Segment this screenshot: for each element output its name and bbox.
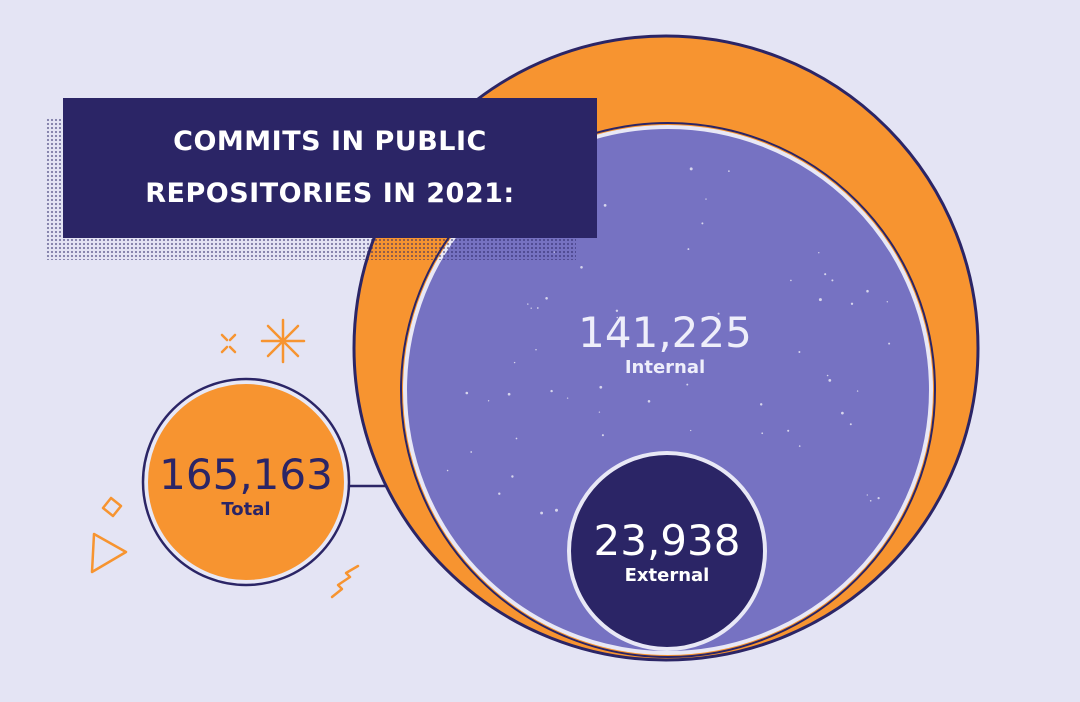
- speckle-dot: [831, 279, 834, 282]
- speckle-dot: [841, 411, 844, 415]
- speckle-dot: [728, 170, 730, 172]
- speckle-dot: [705, 198, 707, 200]
- speckle-dot: [598, 411, 601, 413]
- speckle-dot: [535, 349, 537, 351]
- internal-label: Internal: [624, 357, 706, 378]
- total-bubble-outline: [141, 377, 351, 587]
- asterisk-icon: [260, 318, 306, 364]
- speckle-dot: [527, 303, 529, 305]
- speckle-dot: [818, 298, 822, 302]
- speckle-dot: [540, 511, 544, 515]
- speckle-dot: [849, 423, 852, 426]
- speckle-dot: [580, 266, 583, 269]
- speckle-dot: [487, 400, 490, 402]
- speckle-dot: [465, 391, 469, 395]
- speckle-dot: [856, 390, 859, 392]
- total-value: 165,163: [159, 450, 333, 499]
- speckle-dot: [701, 222, 704, 225]
- speckle-dot: [550, 389, 553, 393]
- title-line-2: REPOSITORIES IN 2021:: [145, 178, 515, 209]
- internal-value: 141,225: [578, 308, 752, 357]
- speckle-dot: [513, 361, 516, 364]
- speckle-dot: [498, 492, 501, 495]
- speckle-dot: [470, 451, 473, 453]
- speckle-dot: [886, 301, 889, 303]
- speckle-dot: [603, 204, 607, 207]
- speckle-dot: [798, 351, 801, 353]
- speckle-texture: [446, 167, 891, 515]
- small-cross-icon: [220, 333, 237, 354]
- speckle-dot: [818, 252, 820, 254]
- speckle-dot: [717, 312, 720, 315]
- title-line-1: COMMITS IN PUBLIC: [173, 126, 487, 157]
- zigzag-icon: [330, 564, 360, 599]
- external-label-group: 23,938 External: [567, 518, 767, 588]
- triangle-icon: [90, 532, 128, 574]
- speckle-dot: [761, 432, 764, 435]
- speckle-dot: [787, 429, 790, 432]
- speckle-dot: [647, 400, 651, 403]
- speckle-dot: [599, 385, 603, 389]
- speckle-dot: [446, 469, 449, 472]
- diamond-icon: [101, 496, 123, 518]
- internal-label-group: 141,225 Internal: [515, 310, 815, 380]
- speckle-dot: [690, 429, 692, 432]
- total-label: Total: [221, 499, 271, 520]
- speckle-dot: [759, 403, 763, 406]
- total-label-group: 165,163 Total: [146, 452, 346, 522]
- internal-circle-outline: [400, 122, 936, 658]
- speckle-dot: [798, 445, 801, 447]
- speckle-dot: [869, 499, 872, 502]
- speckle-dot: [545, 297, 548, 300]
- speckle-dot: [877, 497, 880, 500]
- speckle-dot: [511, 475, 514, 478]
- total-bubble: [144, 380, 348, 584]
- speckle-dot: [828, 379, 832, 382]
- speckle-dot: [615, 309, 619, 313]
- speckle-dot: [850, 302, 854, 305]
- speckle-dot: [601, 434, 604, 437]
- external-circle: [567, 451, 767, 651]
- speckle-dot: [507, 392, 511, 396]
- speckle-dot: [515, 437, 518, 440]
- external-label: External: [624, 565, 710, 586]
- speckle-dot: [866, 289, 869, 293]
- speckle-dot: [616, 316, 619, 319]
- speckle-dot: [555, 508, 558, 512]
- speckle-dot: [536, 307, 539, 309]
- speckle-dot: [530, 307, 532, 309]
- chart-title: COMMITS IN PUBLIC REPOSITORIES IN 2021:: [63, 98, 597, 238]
- speckle-dot: [686, 383, 689, 386]
- speckle-dot: [687, 248, 690, 251]
- speckle-dot: [866, 494, 868, 496]
- speckle-dot: [790, 279, 792, 282]
- external-value: 23,938: [593, 516, 741, 565]
- speckle-dot: [824, 273, 827, 276]
- speckle-dot: [826, 374, 829, 377]
- speckle-dot: [689, 167, 693, 171]
- speckle-dot: [888, 342, 891, 345]
- speckle-dot: [566, 397, 569, 399]
